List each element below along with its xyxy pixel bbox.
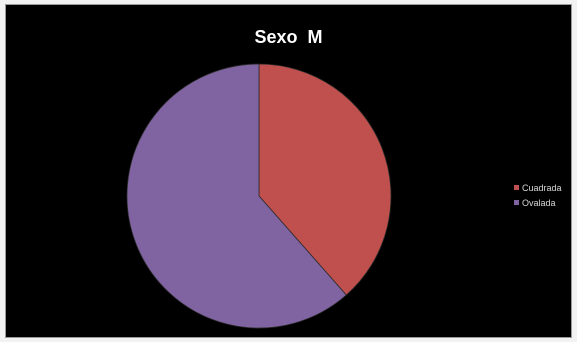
- chart-title: Sexo M: [254, 27, 323, 47]
- pie-slice-ovalada: [126, 63, 347, 329]
- pie-slice-cuadrada: [258, 63, 392, 296]
- legend-swatch: [514, 200, 519, 205]
- legend-item-ovalada: Ovalada: [514, 195, 562, 210]
- chart-area: Sexo M Cuadrada Ovalada: [5, 4, 572, 338]
- legend-swatch: [514, 185, 519, 190]
- legend-item-cuadrada: Cuadrada: [514, 180, 562, 195]
- pie-chart: [126, 63, 392, 329]
- legend: Cuadrada Ovalada: [514, 180, 562, 210]
- legend-label: Ovalada: [522, 197, 556, 208]
- legend-label: Cuadrada: [522, 182, 562, 193]
